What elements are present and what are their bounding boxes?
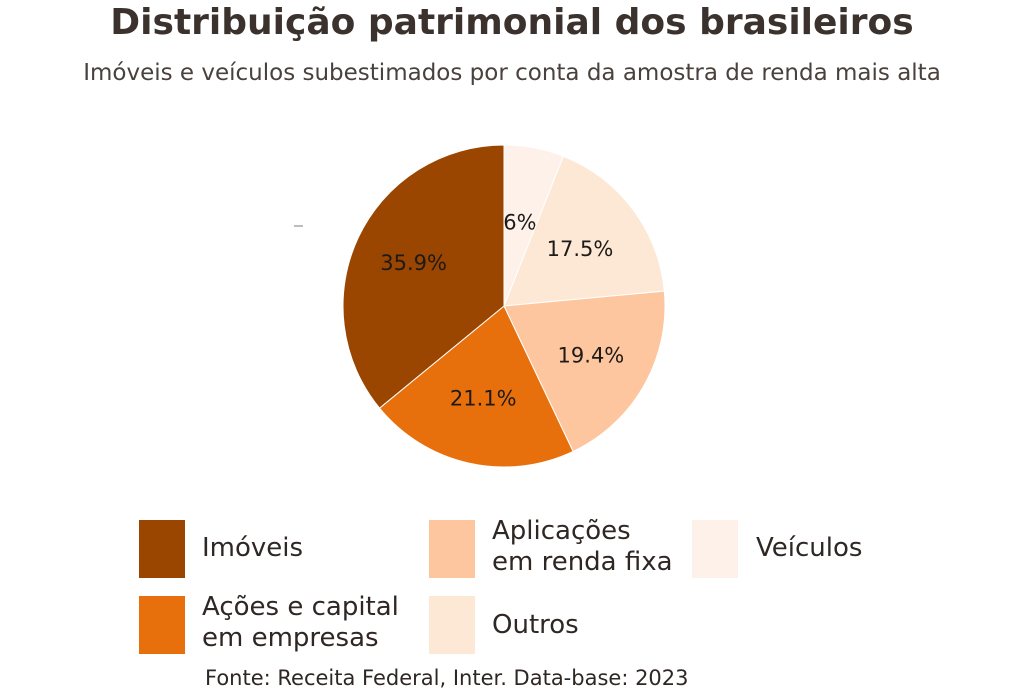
legend-label: Imóveis <box>202 533 304 563</box>
legend-swatch <box>692 520 738 578</box>
slice-value-label: 19.4% <box>558 343 625 367</box>
legend-label: Ações e capital em empresas <box>202 592 399 653</box>
pie-slice-4 <box>378 305 574 468</box>
slice-value-label: 35.9% <box>380 251 447 275</box>
pie-slice-3 <box>503 290 666 453</box>
pie-slice-2 <box>503 155 665 307</box>
slice-value-label: 21.1% <box>450 387 517 411</box>
legend-swatch <box>429 596 475 654</box>
legend-label: Aplicações em renda fixa <box>492 516 673 577</box>
chart-title: Distribuição patrimonial dos brasileiros <box>110 2 914 43</box>
slice-value-label: 6% <box>503 211 536 235</box>
slice-value-label: 17.5% <box>547 237 614 261</box>
chart-subtitle: Imóveis e veículos subestimados por cont… <box>83 60 941 86</box>
legend-swatch <box>139 596 185 654</box>
legend-swatch <box>139 520 185 578</box>
decorative-dash <box>294 225 303 227</box>
source-note: Fonte: Receita Federal, Inter. Data-base… <box>205 666 689 690</box>
pie-slice-5 <box>342 144 505 409</box>
legend-label: Veículos <box>756 533 863 563</box>
legend-swatch <box>429 520 475 578</box>
legend-label: Outros <box>492 610 579 640</box>
